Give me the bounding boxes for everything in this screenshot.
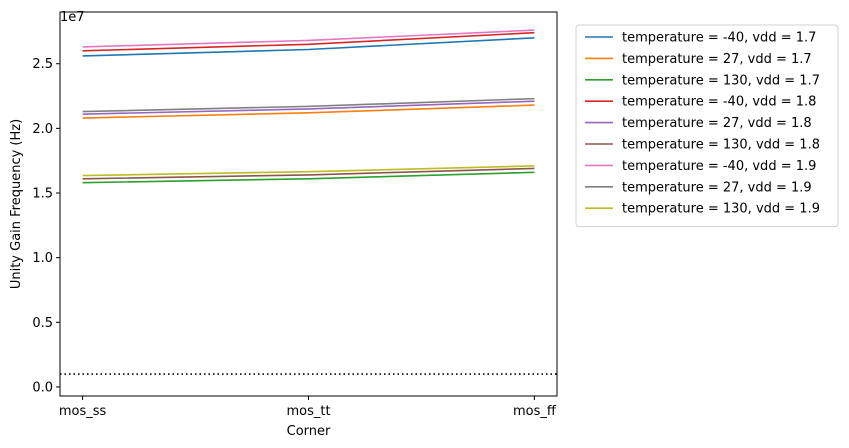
series-line-3 <box>82 171 535 184</box>
legend-label-6: temperature = 130, vdd = 1.8 <box>622 138 820 153</box>
series-line-7 <box>82 29 535 48</box>
legend-label-8: temperature = 27, vdd = 1.9 <box>622 180 812 195</box>
legend-label-3: temperature = 130, vdd = 1.7 <box>622 73 820 88</box>
x-axis-label: Corner <box>287 424 331 439</box>
y-tick-label-3: 1.5 <box>32 187 53 202</box>
legend-label-2: temperature = 27, vdd = 1.7 <box>622 52 812 67</box>
series-line-2 <box>82 104 535 119</box>
series-line-1 <box>82 37 535 57</box>
legend: temperature = -40, vdd = 1.7 temperature … <box>575 24 839 228</box>
series-line-5 <box>82 100 535 115</box>
plot-frame <box>59 11 558 397</box>
y-tick-label-0: 0.0 <box>32 380 53 395</box>
y-axis-label: Unity Gain Frequency (Hz) <box>9 119 24 289</box>
y-tick-label-2: 1.0 <box>32 251 53 266</box>
legend-box <box>575 24 839 228</box>
x-tick-label-mos_tt: mos_tt <box>286 404 330 419</box>
x-tick-label-mos_ss: mos_ss <box>59 404 107 419</box>
series-line-4 <box>82 31 535 52</box>
y-tick-label-1: 0.5 <box>32 316 53 331</box>
y-scale-label: 1e7 <box>60 10 85 25</box>
x-tick-label-mos_ff: mos_ff <box>513 404 557 419</box>
axes: mos_ss mos_tt mos_ff 0.0 0.5 1.0 1.5 2.0 2.5 <box>32 57 557 419</box>
legend-label-4: temperature = -40, vdd = 1.8 <box>622 95 816 110</box>
series-line-6 <box>82 167 535 180</box>
legend-label-7: temperature = -40, vdd = 1.9 <box>622 159 816 174</box>
y-tick-label-4: 2.0 <box>32 122 53 137</box>
plot-area <box>60 29 557 375</box>
series-line-8 <box>82 97 535 113</box>
y-tick-label-5: 2.5 <box>32 57 53 72</box>
legend-label-1: temperature = -40, vdd = 1.7 <box>622 31 816 46</box>
legend-label-5: temperature = 27, vdd = 1.8 <box>622 116 812 131</box>
series-line-9 <box>82 165 535 177</box>
legend-label-9: temperature = 130, vdd = 1.9 <box>622 202 820 217</box>
